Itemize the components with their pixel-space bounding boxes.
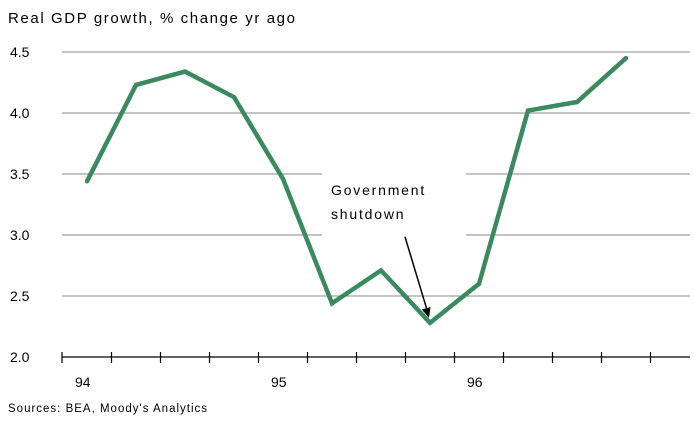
annotation-arrowhead	[421, 306, 431, 318]
data-point	[231, 94, 237, 100]
data-point	[280, 176, 286, 182]
data-point	[378, 268, 384, 273]
y-tick-label: 2.5	[10, 288, 30, 304]
chart-title: Real GDP growth, % change yr ago	[8, 10, 297, 27]
y-tick-label: 2.0	[10, 349, 30, 365]
annotation-line1: Government	[331, 182, 426, 198]
y-tick-label: 3.5	[10, 166, 30, 182]
data-point	[84, 179, 90, 184]
shutdown-annotation: Government shutdown	[322, 172, 466, 318]
data-point	[476, 281, 482, 286]
data-point	[427, 320, 433, 326]
data-point	[329, 301, 335, 306]
annotation-line2: shutdown	[331, 206, 405, 222]
chart-source: Sources: BEA, Moody's Analytics	[8, 403, 208, 415]
y-tick-label: 4.0	[10, 105, 30, 121]
x-tick-label: 96	[467, 374, 483, 390]
data-point	[182, 69, 188, 74]
x-axis: 94 95 96	[61, 352, 690, 390]
data-point	[525, 108, 531, 113]
data-point	[133, 82, 139, 88]
x-tick-label: 95	[271, 374, 287, 390]
x-tick-label: 94	[75, 374, 91, 390]
data-point	[574, 99, 580, 105]
annotation-background	[322, 172, 466, 237]
annotation-arrow	[404, 236, 428, 311]
series-line	[84, 56, 628, 326]
y-tick-label: 3.0	[10, 227, 30, 243]
data-points	[84, 55, 629, 326]
y-axis-ticks: 2.0 2.5 3.0 3.5 4.0 4.5	[10, 44, 30, 365]
y-tick-label: 4.5	[10, 44, 30, 60]
data-point	[623, 55, 629, 61]
